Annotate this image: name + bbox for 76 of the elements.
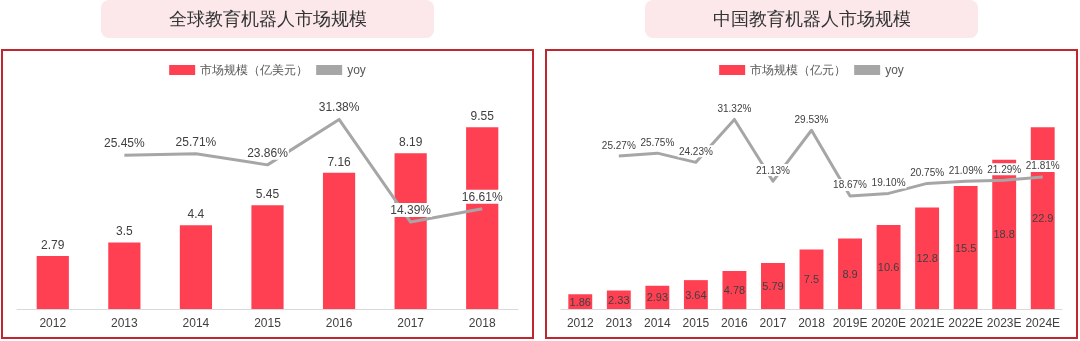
- data-label: 23.86%: [247, 145, 289, 160]
- x-tick-label: 2016: [325, 316, 353, 330]
- x-tick-label: 2018: [798, 316, 826, 330]
- data-label: 14.39%: [390, 203, 432, 218]
- bar: [761, 263, 785, 309]
- data-label: 24.23%: [678, 145, 713, 157]
- x-tick-label: 2015: [682, 316, 710, 330]
- x-tick-label: 2019E: [832, 316, 868, 330]
- data-label: 2.79: [41, 237, 65, 252]
- bar: [251, 205, 284, 309]
- data-label: 12.8: [916, 252, 938, 265]
- legend-label: 市场规模（亿美元）: [200, 63, 309, 77]
- x-tick-label: 2013: [111, 316, 139, 330]
- data-label: 20.75%: [910, 166, 945, 178]
- x-tick-label: 2020E: [871, 316, 906, 330]
- data-label: 22.9: [1032, 212, 1054, 225]
- x-tick-label: 2023E: [986, 316, 1022, 330]
- bar: [838, 238, 862, 309]
- data-label: 7.16: [327, 154, 352, 169]
- data-label: 9.55: [470, 109, 495, 124]
- data-label: 25.71%: [175, 134, 217, 149]
- bar: [722, 271, 747, 309]
- data-label: 8.9: [842, 267, 858, 280]
- bar: [915, 207, 940, 309]
- bar: [108, 242, 141, 309]
- x-tick-label: 2013: [605, 316, 633, 330]
- data-label: 3.64: [685, 288, 707, 301]
- x-tick-label: 2017: [397, 316, 425, 330]
- data-label: 2.93: [646, 291, 669, 304]
- bar: [876, 224, 901, 309]
- x-tick-label: 2022E: [948, 316, 984, 330]
- bar: [322, 172, 356, 309]
- x-tick-label: 2016: [721, 316, 749, 330]
- data-label: 2.33: [608, 293, 630, 306]
- data-label: 21.09%: [948, 164, 983, 176]
- legend-label: yoy: [347, 63, 366, 77]
- bar: [179, 225, 213, 309]
- chart-title: 中国教育机器人市场规模: [645, 0, 978, 38]
- data-label: 25.75%: [640, 136, 675, 148]
- legend-label: 市场规模（亿元）: [750, 63, 847, 77]
- data-label: 25.27%: [601, 139, 636, 151]
- data-label: 10.6: [877, 260, 900, 273]
- data-label: 5.79: [762, 280, 784, 293]
- x-tick-label: 2012: [566, 316, 594, 330]
- x-tick-label: 2012: [39, 316, 67, 330]
- x-tick-label: 2015: [254, 316, 282, 330]
- x-tick-label: 2014: [643, 316, 672, 330]
- data-label: 21.81%: [1025, 160, 1060, 172]
- x-tick-label: 2018: [468, 316, 496, 330]
- data-label: 1.86: [569, 295, 591, 308]
- data-label: 18.67%: [833, 179, 868, 191]
- bar: [799, 249, 824, 309]
- data-label: 25.45%: [104, 136, 146, 151]
- data-label: 18.8: [993, 228, 1015, 241]
- data-label: 15.5: [954, 241, 977, 254]
- data-label: 4.78: [723, 284, 746, 297]
- data-label: 8.19: [398, 135, 423, 150]
- data-label: 5.45: [255, 187, 280, 202]
- chart-title: 全球教育机器人市场规模: [101, 0, 434, 38]
- x-tick-label: 2017: [759, 316, 787, 330]
- x-tick-label: 2021E: [909, 316, 945, 330]
- legend-label: yoy: [885, 63, 904, 77]
- x-tick-label: 2024E: [1025, 316, 1061, 330]
- data-label: 16.61%: [461, 189, 503, 204]
- x-tick-label: 2014: [182, 316, 210, 330]
- data-label: 19.10%: [871, 176, 906, 188]
- data-label: 7.5: [803, 273, 820, 286]
- bar: [953, 186, 978, 309]
- data-label: 31.38%: [318, 100, 360, 115]
- bar: [36, 255, 69, 309]
- data-label: 29.53%: [794, 113, 829, 125]
- data-label: 21.13%: [756, 164, 791, 176]
- data-label: 4.4: [187, 207, 205, 222]
- data-label: 31.32%: [717, 102, 752, 114]
- data-label: 3.5: [116, 224, 134, 239]
- data-label: 21.29%: [987, 163, 1022, 175]
